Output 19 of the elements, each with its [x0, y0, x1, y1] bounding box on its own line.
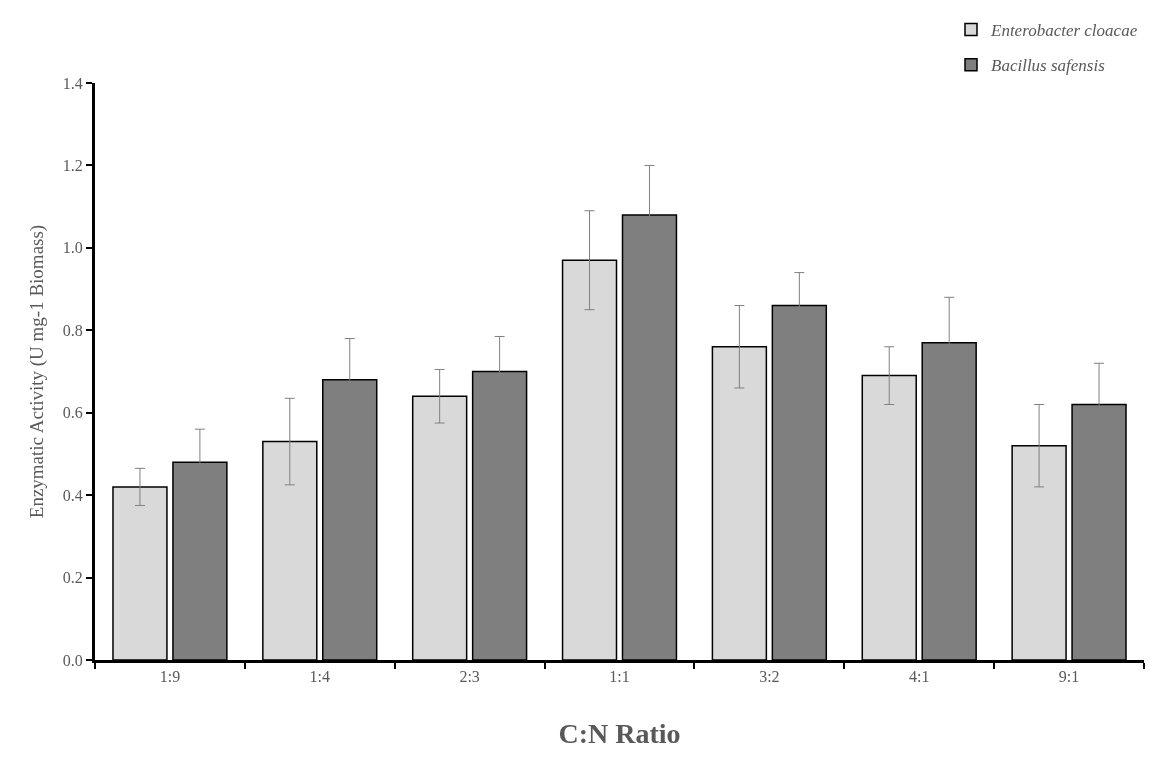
x-tick-label: 9:1	[1058, 668, 1080, 686]
y-tick-label: 0.8	[62, 321, 83, 339]
x-tick-label: 1:9	[159, 668, 181, 686]
y-axis-title: Enzymatic Activity (U mg-1 Biomass)	[25, 224, 48, 519]
y-tick-label: 0.2	[62, 569, 83, 587]
x-axis-title: C:N Ratio	[558, 718, 681, 750]
x-tick-label: 3:2	[759, 668, 780, 686]
y-tick-label: 1.2	[62, 157, 83, 175]
x-tick-label: 1:1	[609, 668, 630, 686]
y-tick-label: 0.6	[62, 404, 83, 422]
y-tick-label: 1.0	[62, 239, 83, 257]
legend-label: Enterobacter cloacae	[990, 21, 1138, 41]
x-tick-label: 2:3	[459, 668, 480, 686]
y-tick-label: 0.4	[62, 486, 83, 504]
y-tick-label: 0.0	[62, 651, 83, 669]
y-tick-label: 1.4	[62, 74, 83, 92]
x-tick-label: 4:1	[908, 668, 930, 686]
legend-label: Bacillus safensis	[991, 56, 1106, 76]
x-tick-label: 1:4	[309, 668, 331, 686]
